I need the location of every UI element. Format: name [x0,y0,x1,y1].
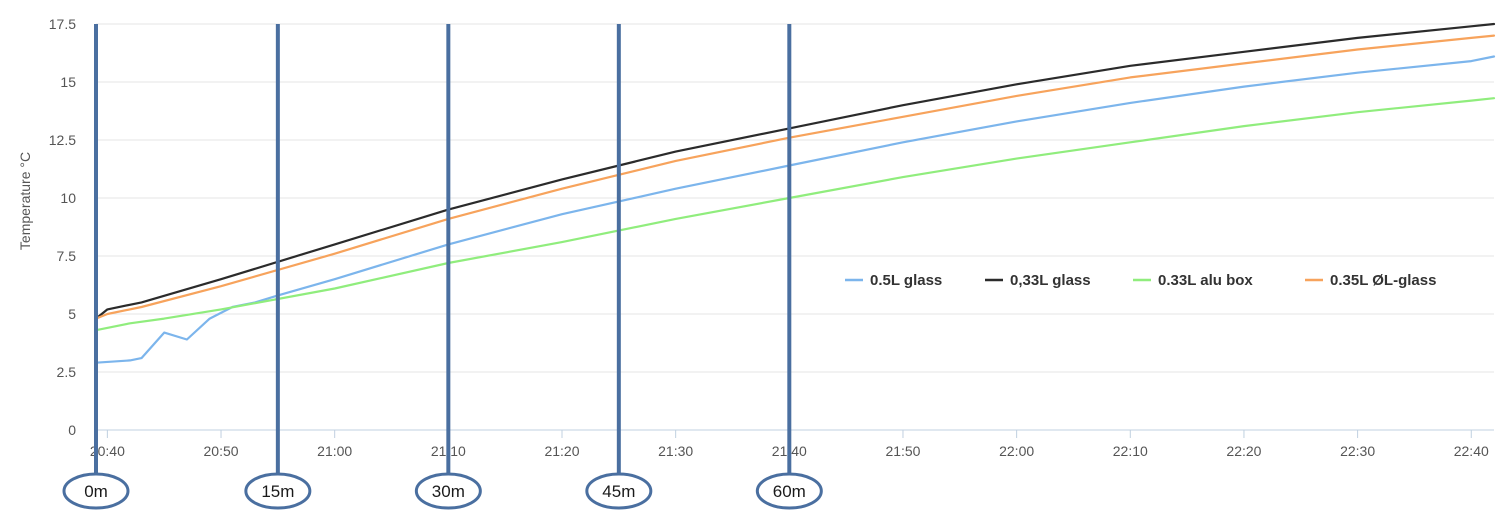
x-tick-label: 21:50 [885,443,920,459]
time-marker-label: 60m [773,482,806,501]
legend-item[interactable]: 0.35L ØL-glass [1305,272,1436,289]
time-markers: 0m 15m 30m 45m 60m [62,24,823,510]
y-tick-label: 12.5 [49,132,76,148]
time-marker: 30m [414,24,482,510]
time-marker-oval [414,472,482,510]
legend-label: 0.33L alu box [1158,272,1253,289]
time-marker: 15m [244,24,312,510]
x-tick-label: 22:40 [1454,443,1489,459]
x-tick-label: 22:10 [1113,443,1148,459]
series-line [94,97,1496,332]
time-marker: 60m [755,24,823,510]
time-marker: 45m [585,24,653,510]
x-tick-label: 21:20 [544,443,579,459]
legend-item[interactable]: 0.33L alu box [1133,272,1253,289]
y-tick-label: 10 [60,190,76,206]
y-tick-label: 2.5 [57,364,77,380]
time-marker-label: 45m [602,482,635,501]
series-line [94,22,1496,320]
x-tick-label: 22:00 [999,443,1034,459]
legend-item[interactable]: 0,33L glass [985,272,1091,289]
x-tick-label: 21:30 [658,443,693,459]
y-tick-label: 15 [60,74,76,90]
legend-item[interactable]: 0.5L glass [845,272,942,289]
time-marker-oval [585,472,653,510]
series-line [94,55,1496,364]
legend-label: 0,33L glass [1010,272,1091,289]
time-marker-label: 15m [261,482,294,501]
time-marker-label: 0m [84,482,108,501]
y-tick-label: 0 [68,422,76,438]
series-lines [94,22,1496,364]
legend[interactable]: 0.5L glass 0,33L glass 0.33L alu box 0.35L … [845,272,1436,289]
time-marker-oval [244,472,312,510]
x-tick-label: 21:00 [317,443,352,459]
series-line [94,34,1496,320]
time-marker-oval [62,472,130,510]
y-tick-label: 17.5 [49,16,76,32]
time-marker: 0m [62,24,130,510]
y-axis: Temperature °C 0 2.5 5 7.5 10 12.5 15 17.5 [17,16,76,438]
x-tick-label: 22:30 [1340,443,1375,459]
time-marker-label: 30m [432,482,465,501]
grid [96,23,1494,431]
legend-label: 0.5L glass [870,272,942,289]
y-axis-label: Temperature °C [17,152,33,250]
x-tick-label: 20:40 [90,443,125,459]
y-tick-label: 5 [68,306,76,322]
y-tick-label: 7.5 [57,248,77,264]
x-axis: 20:4020:5021:0021:1021:2021:3021:4021:50… [90,430,1489,459]
time-marker-oval [755,472,823,510]
x-tick-label: 22:20 [1226,443,1261,459]
x-tick-label: 20:50 [204,443,239,459]
legend-label: 0.35L ØL-glass [1330,272,1436,289]
